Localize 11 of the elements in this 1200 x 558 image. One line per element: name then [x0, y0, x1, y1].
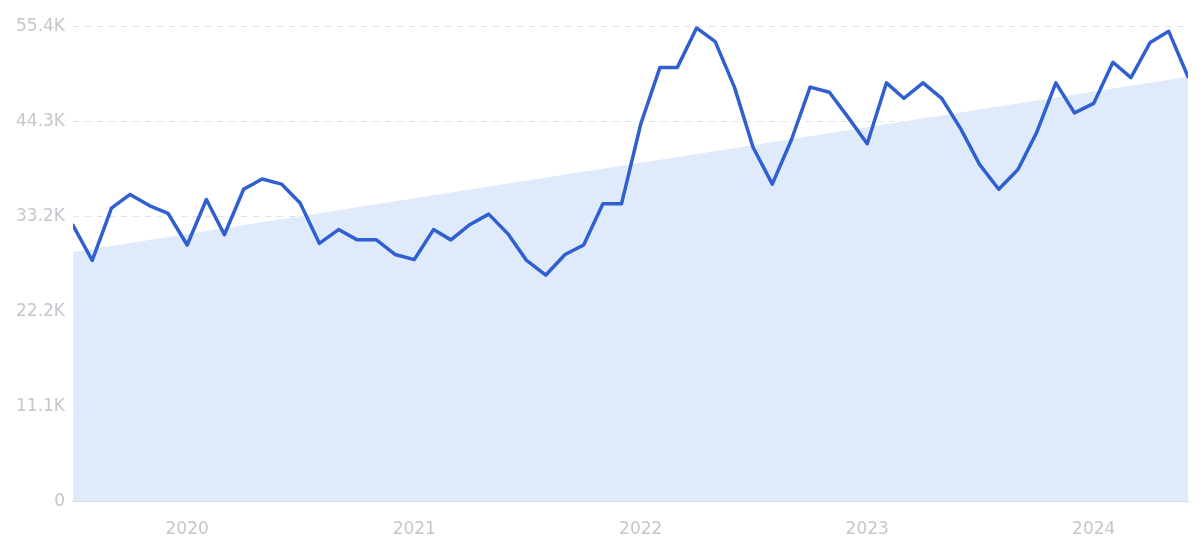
y-tick-label: 33.2K [16, 205, 66, 226]
x-tick-label: 2023 [845, 518, 889, 539]
x-tick-label: 2024 [1072, 518, 1116, 539]
x-tick-label: 2022 [619, 518, 663, 539]
y-tick-label: 22.2K [16, 299, 66, 320]
x-tick-label: 2020 [165, 518, 209, 539]
y-tick-label: 55.4K [16, 14, 66, 35]
x-tick-label: 2021 [392, 518, 436, 539]
y-tick-label: 11.1K [16, 394, 66, 415]
y-tick-label: 0 [54, 490, 65, 511]
y-tick-label: 44.3K [16, 109, 66, 130]
